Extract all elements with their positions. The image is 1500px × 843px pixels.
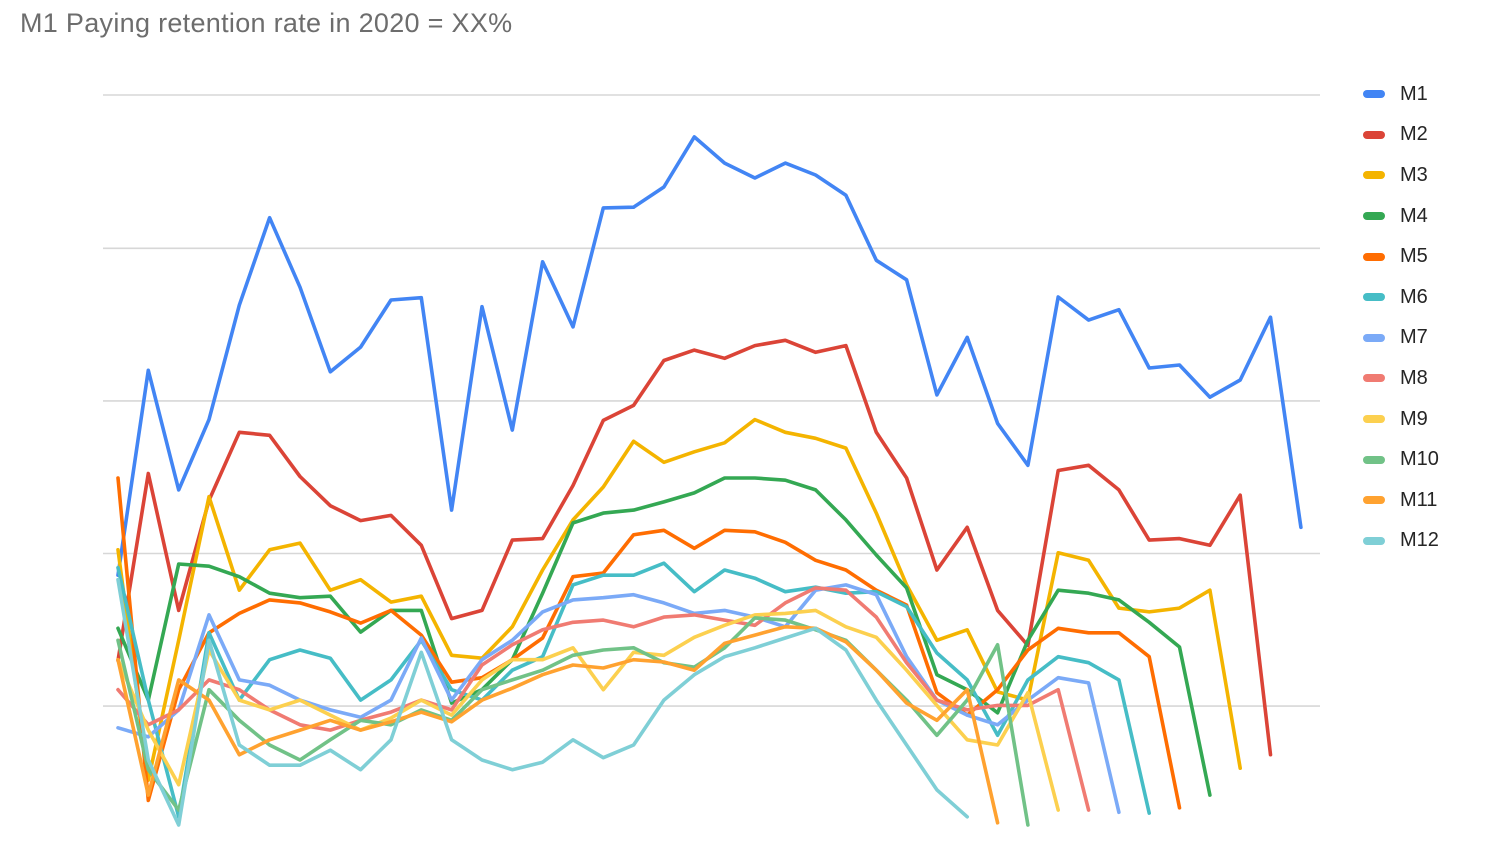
legend-item-M9[interactable]: M9 [1363, 399, 1439, 440]
legend-label: M11 [1400, 488, 1438, 511]
series-line-M11[interactable] [116, 624, 1000, 825]
legend-item-M7[interactable]: M7 [1363, 318, 1439, 359]
legend-swatch-icon [1363, 496, 1385, 505]
legend-label: M5 [1400, 245, 1428, 268]
legend-swatch-icon [1363, 212, 1385, 221]
legend-swatch-icon [1363, 333, 1385, 342]
series-line-M7[interactable] [116, 583, 1121, 815]
legend-item-M2[interactable]: M2 [1363, 115, 1439, 156]
legend-swatch-icon [1363, 130, 1385, 139]
series-line-M8[interactable] [116, 586, 1091, 812]
series-line-M4[interactable] [116, 476, 1212, 797]
series-line-M5[interactable] [116, 476, 1182, 810]
legend-label: M7 [1400, 326, 1428, 349]
legend-label: M6 [1400, 285, 1428, 308]
legend-item-M6[interactable]: M6 [1363, 277, 1439, 318]
series-line-M12[interactable] [116, 577, 970, 827]
chart-title: M1 Paying retention rate in 2020 = XX% [20, 8, 513, 38]
legend-label: M12 [1400, 529, 1439, 552]
legend-swatch-icon [1363, 374, 1385, 383]
legend-item-M3[interactable]: M3 [1363, 155, 1439, 196]
legend-label: M10 [1400, 448, 1439, 471]
legend-label: M2 [1400, 123, 1428, 146]
legend-label: M9 [1400, 407, 1428, 430]
series-line-M2[interactable] [116, 338, 1273, 757]
series-line-M9[interactable] [116, 608, 1060, 812]
chart-legend: M1 M2 M3 M4 M5 M6 M7 M8 M9 M10 M11 M12 [1363, 74, 1439, 561]
legend-label: M1 [1400, 82, 1428, 105]
legend-item-M1[interactable]: M1 [1363, 74, 1439, 115]
legend-item-M12[interactable]: M12 [1363, 521, 1439, 562]
legend-swatch-icon [1363, 293, 1385, 302]
legend-item-M8[interactable]: M8 [1363, 358, 1439, 399]
legend-swatch-icon [1363, 90, 1385, 99]
legend-swatch-icon [1363, 536, 1385, 545]
series-line-M3[interactable] [116, 417, 1242, 783]
series-line-M1[interactable] [116, 135, 1303, 578]
legend-item-M5[interactable]: M5 [1363, 236, 1439, 277]
legend-swatch-icon [1363, 252, 1385, 261]
legend-item-M10[interactable]: M10 [1363, 439, 1439, 480]
legend-swatch-icon [1363, 455, 1385, 464]
legend-label: M8 [1400, 366, 1428, 389]
legend-label: M3 [1400, 163, 1428, 186]
series-line-M6[interactable] [116, 561, 1151, 819]
legend-swatch-icon [1363, 171, 1385, 180]
legend-item-M11[interactable]: M11 [1363, 480, 1439, 521]
legend-label: M4 [1400, 204, 1428, 227]
legend-swatch-icon [1363, 415, 1385, 424]
legend-item-M4[interactable]: M4 [1363, 196, 1439, 237]
